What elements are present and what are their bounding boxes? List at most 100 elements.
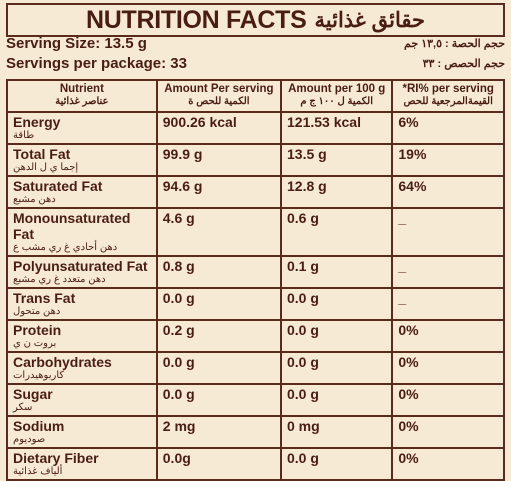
- nutrient-row: Dietary Fiber ألياف غذائية 0.0g 0.0 g 0%: [6, 447, 505, 481]
- servings-per-package: Servings per package: 33: [6, 55, 187, 72]
- amount-per-100g: 0.1 g: [279, 255, 394, 289]
- nutrient-name: Protein: [13, 322, 62, 338]
- column-title-arabic: عناصر غذائية: [55, 96, 109, 107]
- ri-percent: 0%: [391, 319, 505, 353]
- nutrient-name-arabic: دهن مشبع: [13, 194, 56, 205]
- nutrient-row: Total Fat إجما ي ل الدهن 99.9 g 13.5 g 19%: [6, 143, 505, 177]
- nutrient-cell: Monounsaturated Fat دهن أحادي غ ري مشب ع: [6, 207, 158, 257]
- nutrient-name-arabic: طاقة: [13, 130, 35, 141]
- nutrient-name: Carbohydrates: [13, 354, 112, 370]
- nutrient-name-arabic: صوديوم: [13, 434, 46, 445]
- nutrient-name: Trans Fat: [13, 290, 76, 306]
- nutrient-name: Dietary Fiber: [13, 450, 99, 466]
- ri-percent: 64%: [391, 175, 505, 209]
- column-title: *RI% per serving: [402, 83, 494, 95]
- amount-per-serving: 4.6 g: [155, 207, 283, 257]
- nutrition-table: Nutrient عناصر غذائية Amount Per serving ال…: [6, 79, 505, 481]
- nutrient-name-arabic: دهن أحادي غ ري مشب ع: [13, 242, 118, 253]
- servings-row: Servings per package: 33 حجم الحصص : ٣٣: [6, 56, 505, 72]
- nutrient-row: Protein بروت ن ي 0.2 g 0.0 g 0%: [6, 319, 505, 353]
- amount-per-serving: 0.0 g: [155, 287, 283, 321]
- amount-per-100g: 0 mg: [279, 415, 394, 449]
- nutrient-row: Carbohydrates كاربوهيدرات 0.0 g 0.0 g 0%: [6, 351, 505, 385]
- nutrient-cell: Saturated Fat دهن مشبع: [6, 175, 158, 209]
- ri-percent: _: [391, 207, 505, 257]
- title: NUTRITION FACTS: [86, 5, 307, 34]
- amount-per-serving: 900.26 kcal: [155, 111, 283, 145]
- nutrient-cell: Protein بروت ن ي: [6, 319, 158, 353]
- amount-per-100g: 12.8 g: [279, 175, 394, 209]
- amount-per-serving: 94.6 g: [155, 175, 283, 209]
- amount-per-serving: 0.0 g: [155, 383, 283, 417]
- nutrient-name-arabic: سكر: [13, 402, 33, 413]
- ri-percent: 0%: [391, 351, 505, 385]
- column-title-arabic: الكمية للحص ة: [188, 96, 250, 107]
- nutrient-cell: Energy طاقة: [6, 111, 158, 145]
- nutrient-cell: Sugar سكر: [6, 383, 158, 417]
- column-title-arabic: الكمية ل ١٠٠ ج م: [300, 96, 374, 107]
- ri-percent: 0%: [391, 447, 505, 481]
- nutrient-name: Sugar: [13, 386, 53, 402]
- nutrient-cell: Polyunsaturated Fat دهن متعدد غ ري مشبع: [6, 255, 158, 289]
- nutrient-name: Polyunsaturated Fat: [13, 258, 148, 274]
- nutrient-row: Energy طاقة 900.26 kcal 121.53 kcal 6%: [6, 111, 505, 145]
- column-title-arabic: القيمةالمرجعية للحص: [403, 96, 493, 107]
- amount-per-100g: 13.5 g: [279, 143, 394, 177]
- nutrient-name: Saturated Fat: [13, 178, 103, 194]
- nutrient-name: Total Fat: [13, 146, 71, 162]
- nutrient-row: Trans Fat دهن متحول 0.0 g 0.0 g _: [6, 287, 505, 321]
- amount-per-100g: 0.0 g: [279, 287, 394, 321]
- nutrient-cell: Carbohydrates كاربوهيدرات: [6, 351, 158, 385]
- nutrient-row: Saturated Fat دهن مشبع 94.6 g 12.8 g 64%: [6, 175, 505, 209]
- nutrient-row: Sodium صوديوم 2 mg 0 mg 0%: [6, 415, 505, 449]
- nutrient-cell: Trans Fat دهن متحول: [6, 287, 158, 321]
- nutrient-name: Energy: [13, 114, 61, 130]
- ri-percent: _: [391, 287, 505, 321]
- nutrient-name-arabic: كاربوهيدرات: [13, 370, 65, 381]
- table-body: Energy طاقة 900.26 kcal 121.53 kcal 6% Total …: [6, 111, 505, 481]
- column-title: Amount per 100 g: [288, 83, 386, 95]
- amount-per-100g: 0.0 g: [279, 383, 394, 417]
- ri-percent: 0%: [391, 415, 505, 449]
- column-header: Amount Per serving الكمية للحص ة: [155, 79, 283, 113]
- nutrient-cell: Total Fat إجما ي ل الدهن: [6, 143, 158, 177]
- amount-per-serving: 99.9 g: [155, 143, 283, 177]
- column-title: Amount Per serving: [164, 83, 274, 95]
- nutrient-name: Monounsaturated Fat: [13, 210, 131, 242]
- amount-per-serving: 0.0 g: [155, 351, 283, 385]
- title-arabic: حقائق غذائية: [314, 8, 425, 32]
- nutrient-name-arabic: ألياف غذائية: [13, 466, 63, 477]
- nutrient-name-arabic: بروت ن ي: [13, 338, 57, 349]
- amount-per-100g: 0.6 g: [279, 207, 394, 257]
- ri-percent: 0%: [391, 383, 505, 417]
- title-box: NUTRITION FACTS حقائق غذائية: [6, 3, 505, 37]
- nutrient-name-arabic: إجما ي ل الدهن: [13, 162, 79, 173]
- amount-per-100g: 0.0 g: [279, 447, 394, 481]
- nutrient-row: Sugar سكر 0.0 g 0.0 g 0%: [6, 383, 505, 417]
- column-header: Nutrient عناصر غذائية: [6, 79, 158, 113]
- amount-per-100g: 121.53 kcal: [279, 111, 394, 145]
- amount-per-serving: 0.2 g: [155, 319, 283, 353]
- nutrient-cell: Sodium صوديوم: [6, 415, 158, 449]
- header-row: Nutrient عناصر غذائية Amount Per serving ال…: [6, 79, 505, 113]
- serving-size: Serving Size: 13.5 g: [6, 35, 147, 52]
- servings-arabic: حجم الحصص : ٣٣: [422, 58, 505, 70]
- nutrient-name-arabic: دهن متحول: [13, 306, 61, 317]
- nutrient-name: Sodium: [13, 418, 65, 434]
- amount-per-serving: 0.0g: [155, 447, 283, 481]
- serving-size-row: Serving Size: 13.5 g حجم الحصة : ١٣,٥ جم: [6, 36, 505, 52]
- ri-percent: _: [391, 255, 505, 289]
- amount-per-100g: 0.0 g: [279, 351, 394, 385]
- nutrient-row: Polyunsaturated Fat دهن متعدد غ ري مشبع 0.…: [6, 255, 505, 289]
- serving-size-arabic: حجم الحصة : ١٣,٥ جم: [404, 38, 505, 50]
- amount-per-serving: 2 mg: [155, 415, 283, 449]
- ri-percent: 6%: [391, 111, 505, 145]
- nutrient-cell: Dietary Fiber ألياف غذائية: [6, 447, 158, 481]
- column-header: Amount per 100 g الكمية ل ١٠٠ ج م: [279, 79, 394, 113]
- column-title: Nutrient: [59, 83, 104, 95]
- nutrient-name-arabic: دهن متعدد غ ري مشبع: [13, 274, 106, 285]
- column-header: *RI% per serving القيمةالمرجعية للحص: [391, 79, 505, 113]
- amount-per-serving: 0.8 g: [155, 255, 283, 289]
